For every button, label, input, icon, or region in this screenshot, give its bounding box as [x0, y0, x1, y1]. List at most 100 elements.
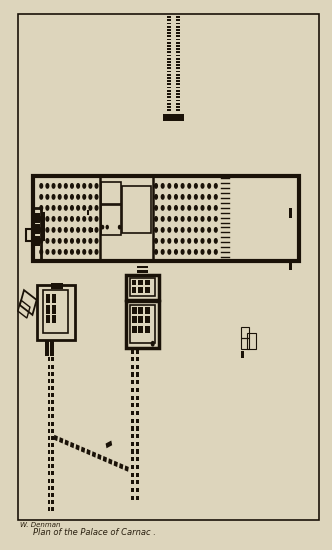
- Bar: [48, 372, 50, 376]
- Bar: [51, 493, 54, 497]
- Circle shape: [95, 195, 98, 199]
- Circle shape: [161, 228, 164, 232]
- Polygon shape: [124, 465, 129, 472]
- Polygon shape: [70, 442, 74, 448]
- Circle shape: [155, 217, 157, 221]
- Bar: [46, 315, 50, 323]
- Circle shape: [89, 184, 92, 188]
- Bar: [126, 301, 159, 348]
- Circle shape: [155, 184, 157, 188]
- Circle shape: [95, 228, 98, 232]
- Circle shape: [89, 217, 92, 221]
- Bar: [101, 205, 121, 235]
- Bar: [167, 26, 171, 28]
- Bar: [41, 212, 45, 241]
- Circle shape: [214, 228, 217, 232]
- Bar: [176, 42, 180, 43]
- Circle shape: [77, 228, 79, 232]
- Bar: [131, 403, 134, 408]
- Circle shape: [95, 217, 98, 221]
- Bar: [135, 380, 139, 384]
- Circle shape: [95, 239, 98, 243]
- Circle shape: [175, 195, 177, 199]
- Circle shape: [195, 206, 197, 210]
- Bar: [135, 372, 139, 377]
- Bar: [135, 419, 139, 423]
- Circle shape: [40, 228, 42, 232]
- Bar: [51, 408, 54, 411]
- Circle shape: [119, 226, 121, 229]
- Circle shape: [83, 250, 86, 254]
- Text: W. Denman: W. Denman: [20, 522, 60, 528]
- Bar: [131, 442, 134, 446]
- Circle shape: [83, 206, 86, 210]
- Bar: [167, 87, 171, 89]
- Bar: [131, 449, 134, 454]
- Bar: [131, 426, 134, 431]
- Circle shape: [106, 226, 108, 229]
- Circle shape: [89, 206, 92, 210]
- Circle shape: [155, 228, 157, 232]
- Bar: [167, 84, 171, 85]
- Bar: [51, 436, 54, 440]
- Circle shape: [89, 228, 92, 232]
- Circle shape: [64, 184, 67, 188]
- Bar: [48, 393, 50, 397]
- Bar: [135, 426, 139, 431]
- Circle shape: [188, 250, 191, 254]
- Bar: [135, 442, 139, 446]
- Bar: [48, 358, 50, 361]
- Circle shape: [181, 250, 184, 254]
- Bar: [167, 74, 171, 76]
- Polygon shape: [114, 461, 118, 467]
- Polygon shape: [64, 439, 69, 446]
- Circle shape: [40, 217, 42, 221]
- Bar: [135, 449, 139, 454]
- Bar: [176, 74, 180, 76]
- Bar: [131, 480, 134, 485]
- Circle shape: [208, 206, 210, 210]
- Bar: [26, 229, 33, 241]
- Bar: [135, 465, 139, 469]
- Circle shape: [95, 206, 98, 210]
- Bar: [176, 64, 180, 66]
- Bar: [176, 87, 180, 89]
- Bar: [132, 307, 137, 314]
- Bar: [241, 351, 244, 358]
- Bar: [51, 386, 54, 390]
- Bar: [51, 365, 54, 369]
- Bar: [51, 471, 54, 475]
- Circle shape: [168, 239, 171, 243]
- Bar: [241, 327, 249, 338]
- Bar: [51, 379, 54, 383]
- Bar: [176, 68, 180, 69]
- Circle shape: [208, 239, 210, 243]
- Bar: [87, 210, 89, 214]
- Circle shape: [89, 239, 92, 243]
- Circle shape: [208, 195, 210, 199]
- Circle shape: [195, 228, 197, 232]
- Circle shape: [188, 206, 191, 210]
- Circle shape: [40, 195, 42, 199]
- Circle shape: [214, 206, 217, 210]
- Bar: [135, 434, 139, 438]
- Circle shape: [52, 184, 55, 188]
- Bar: [176, 77, 180, 79]
- Circle shape: [58, 206, 61, 210]
- Polygon shape: [106, 441, 112, 448]
- Bar: [167, 58, 171, 59]
- Bar: [167, 90, 171, 92]
- Bar: [176, 90, 180, 92]
- Bar: [135, 480, 139, 485]
- Polygon shape: [75, 444, 80, 450]
- Circle shape: [58, 250, 61, 254]
- Bar: [135, 357, 139, 361]
- Bar: [51, 400, 54, 404]
- Circle shape: [83, 239, 86, 243]
- Circle shape: [175, 239, 177, 243]
- Bar: [167, 77, 171, 79]
- Circle shape: [77, 250, 79, 254]
- Bar: [48, 478, 50, 482]
- Bar: [176, 109, 180, 111]
- Bar: [51, 478, 54, 482]
